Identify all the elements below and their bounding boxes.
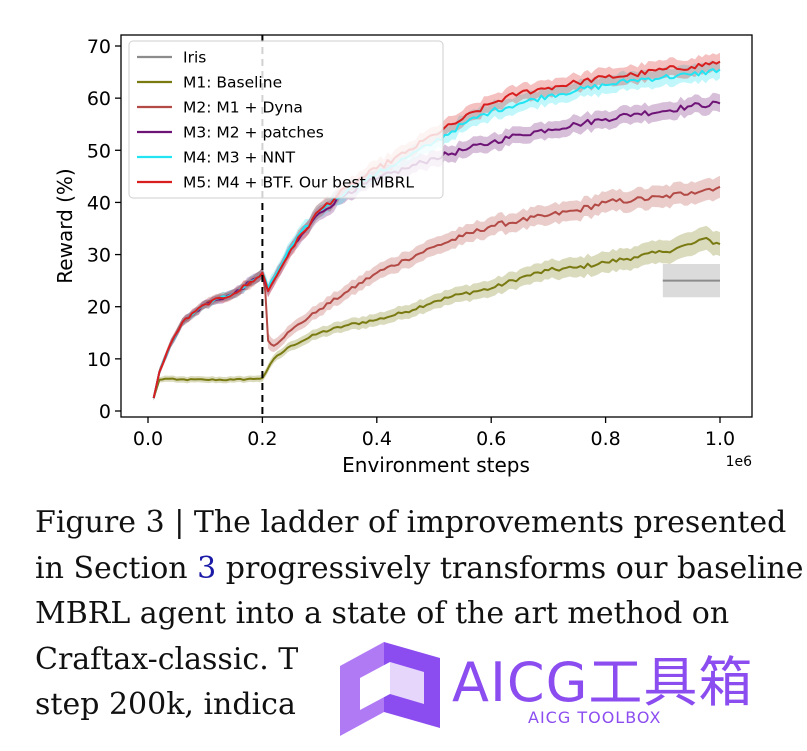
figure-caption: Figure 3 | The ladder of improvements pr…	[35, 500, 804, 728]
y-tick-label: 40	[87, 192, 111, 214]
x-tick-label: 1.0	[705, 428, 735, 450]
legend-label-m5-m4-btf-our-best-mbrl: M5: M4 + BTF. Our best MBRL	[183, 174, 414, 192]
x-tick-label: 0.6	[476, 428, 506, 450]
y-tick-label: 0	[99, 401, 111, 423]
y-tick-label: 70	[87, 36, 111, 58]
y-tick-label: 20	[87, 297, 111, 319]
y-tick-label: 60	[87, 88, 111, 110]
x-tick-label: 0.0	[133, 428, 163, 450]
caption-line-3: MBRL agent into a state of the art metho…	[35, 596, 730, 631]
band-m1-baseline	[153, 225, 720, 401]
legend-label-m3-m2-patches: M3: M2 + patches	[183, 124, 324, 142]
legend-box	[128, 40, 444, 199]
y-tick-label: 30	[87, 245, 111, 267]
x-tick-label: 0.4	[362, 428, 392, 450]
legend-label-m1-baseline: M1: Baseline	[183, 74, 282, 92]
line-m1-baseline	[152, 236, 721, 399]
legend-label-m2-m1-dyna: M2: M1 + Dyna	[183, 99, 303, 117]
caption-line-2-start: in Section	[35, 550, 198, 586]
y-axis-ticks: 0 10 20 30 40 50 60 70	[87, 36, 121, 423]
y-axis-title: Reward (%)	[53, 168, 77, 283]
x-axis-title: Environment steps	[342, 453, 530, 477]
caption-line-1: Figure 3 | The ladder of improvements pr…	[35, 505, 787, 540]
legend-label-iris: Iris	[183, 49, 206, 67]
legend-label-m4-m3-nnt: M4: M3 + NNT	[183, 149, 296, 167]
caption-line-4: Craftax-classic. T	[35, 641, 299, 677]
x-axis-multiplier: 1e6	[726, 454, 753, 470]
y-tick-label: 50	[87, 140, 111, 162]
reward-chart: 0.0 0.2 0.4 0.6 0.8 1.0 0 10 20 30 40 50 60 70 Envir…	[53, 34, 753, 477]
y-tick-label: 10	[87, 349, 111, 371]
caption-line-2-end: progressively transforms our baseline	[216, 550, 804, 586]
caption-line-5: step 200k, indica	[35, 687, 296, 722]
legend: Iris M1: Baseline M2: M1 + Dyna M3: M2 + pa…	[128, 40, 444, 199]
x-tick-label: 0.2	[247, 428, 277, 450]
watermark-logo-icon	[332, 628, 447, 746]
watermark-title: AICG工具箱	[452, 651, 754, 714]
x-axis-ticks: 0.0 0.2 0.4 0.6 0.8 1.0	[133, 417, 735, 450]
plot-frame	[120, 34, 753, 418]
band-m2-m1-dyna	[153, 175, 720, 401]
watermark-subtitle: AICG TOOLBOX	[528, 708, 662, 727]
x-tick-label: 0.8	[590, 428, 620, 450]
watermark: AICG工具箱 AICG TOOLBOX	[332, 628, 802, 746]
section-link[interactable]: 3	[197, 550, 217, 586]
